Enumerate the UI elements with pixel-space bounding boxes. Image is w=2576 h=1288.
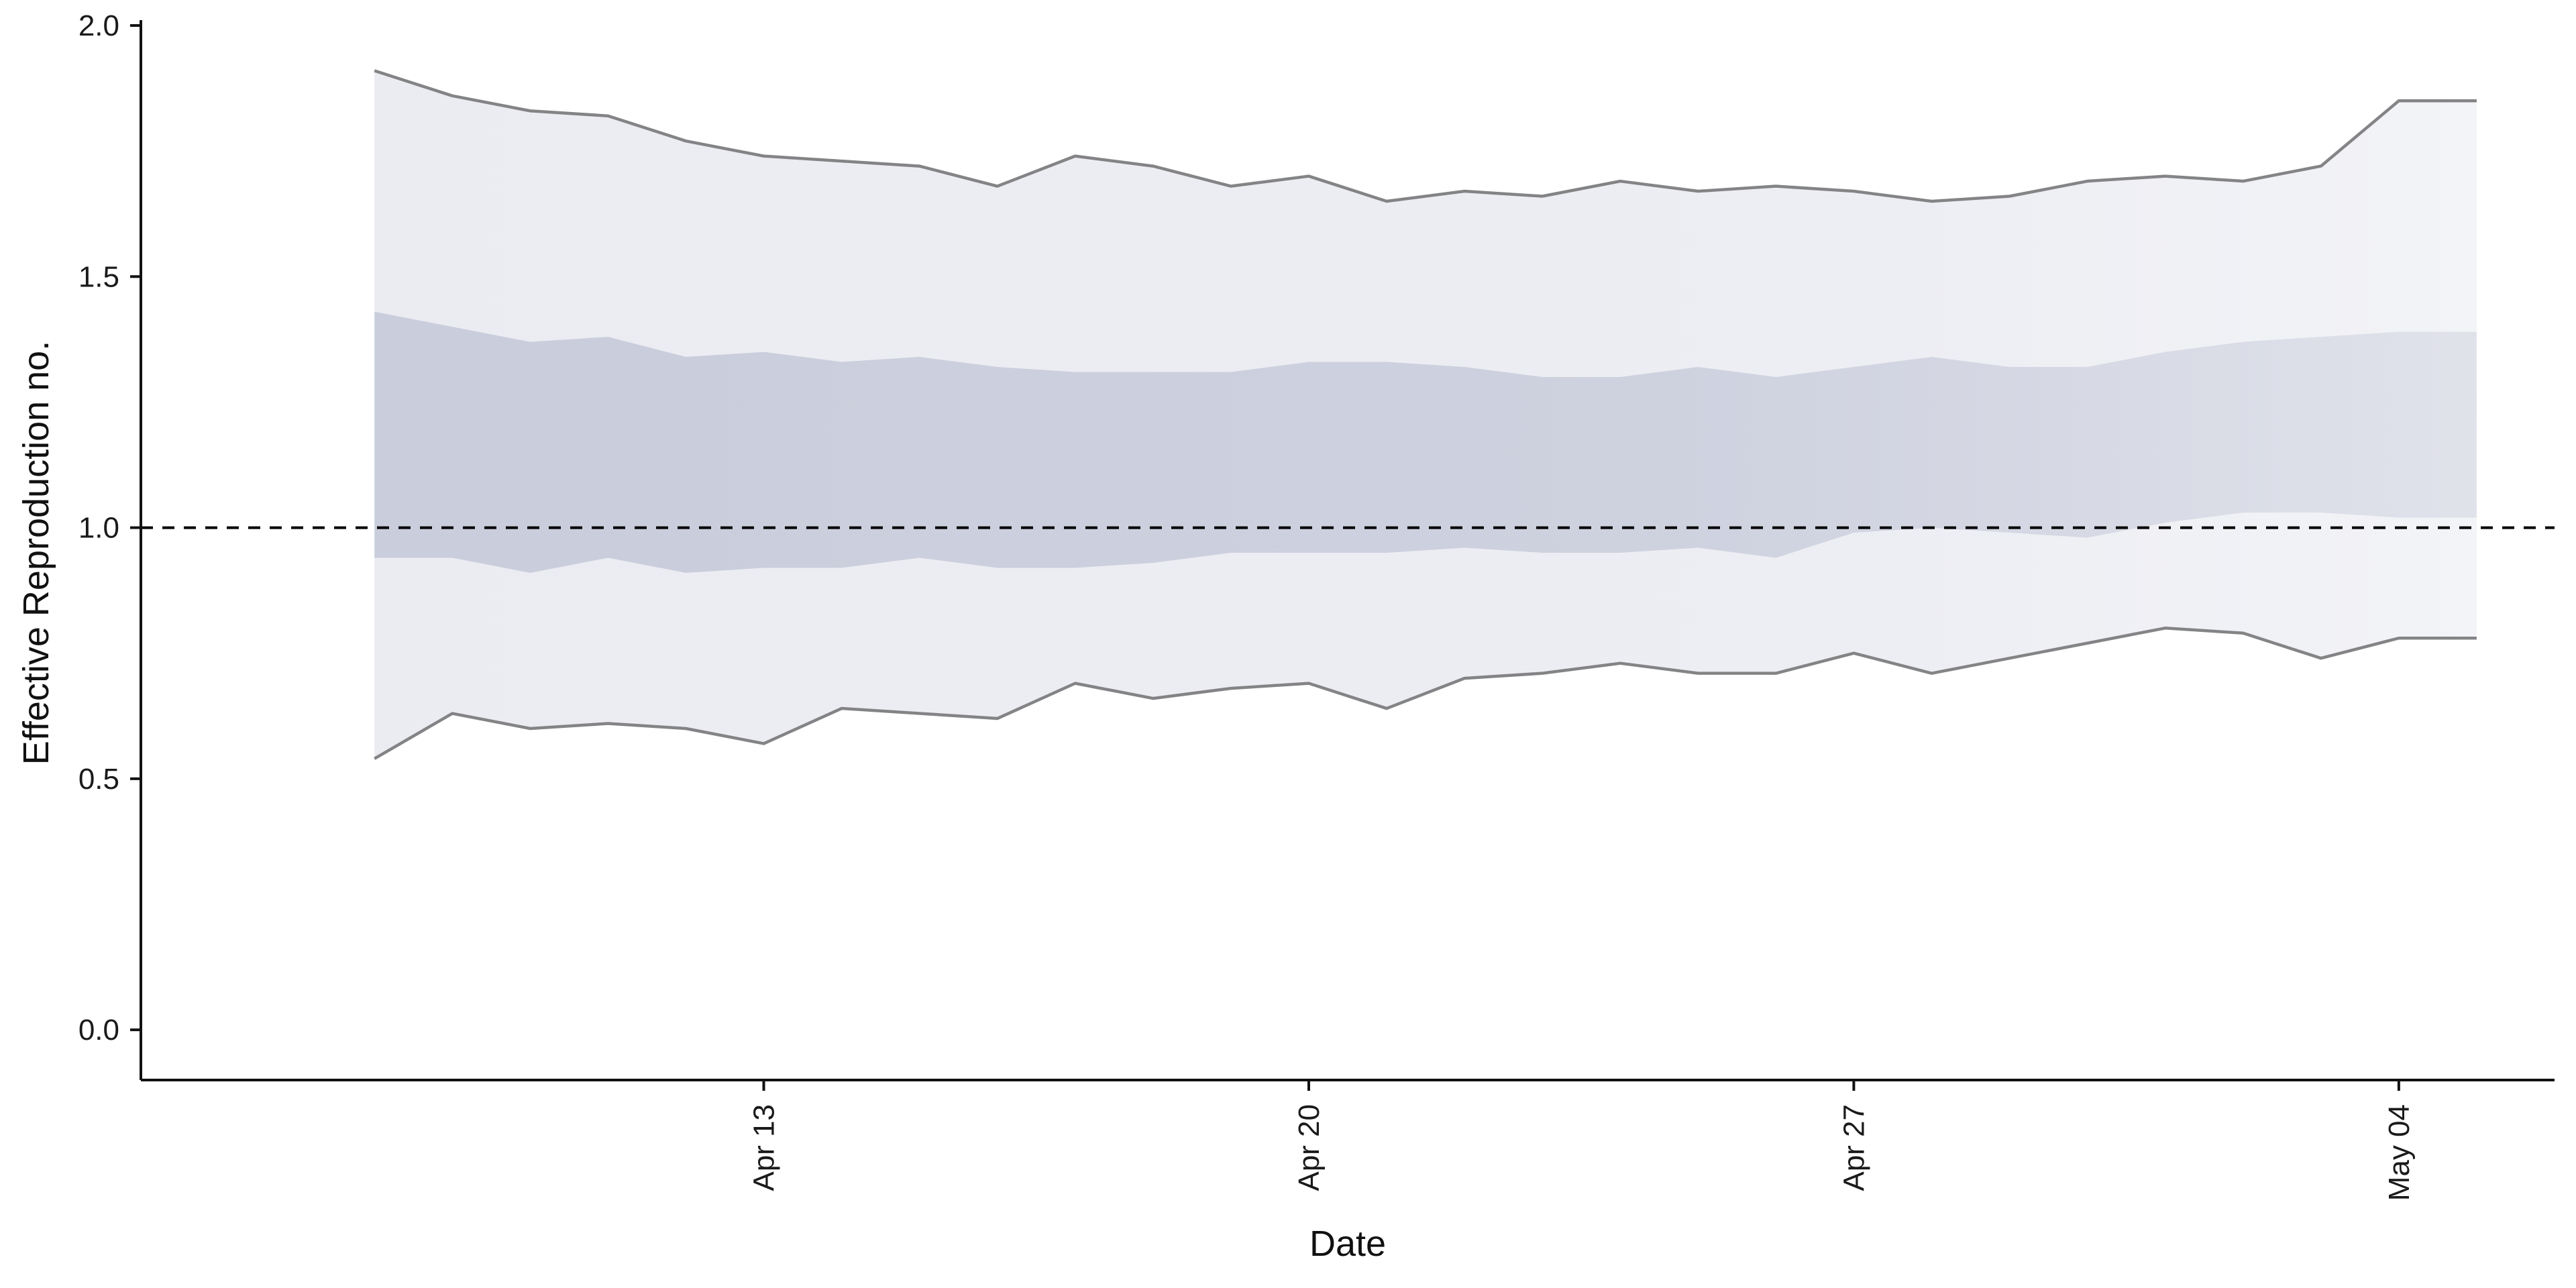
upper-bound-line [374, 69, 2477, 203]
y-tick-label: 2.0 [78, 9, 119, 42]
y-tick-label: 0.5 [78, 763, 119, 796]
bound-lines [374, 69, 2477, 760]
axes [140, 20, 2555, 1081]
y-axis-ticks: 0.0 0.5 1.0 1.5 2.0 [78, 9, 141, 1046]
x-tick-label: Apr 20 [1293, 1104, 1326, 1191]
x-axis-title: Date [1309, 1224, 1386, 1264]
x-tick-label: Apr 13 [748, 1104, 781, 1191]
y-axis-title: Effective Reproduction no. [16, 341, 56, 765]
y-tick-label: 0.0 [78, 1014, 119, 1046]
x-axis-ticks: Apr 13 Apr 20 Apr 27 May 04 [748, 1080, 2416, 1201]
lower-bound-line [374, 627, 2477, 760]
uncertainty-bands [374, 70, 2477, 759]
x-tick-label: Apr 27 [1837, 1104, 1870, 1191]
inner-credible-band [374, 311, 2477, 573]
y-tick-label: 1.0 [78, 512, 119, 545]
x-tick-label: May 04 [2383, 1104, 2416, 1201]
y-tick-label: 1.5 [78, 260, 119, 293]
